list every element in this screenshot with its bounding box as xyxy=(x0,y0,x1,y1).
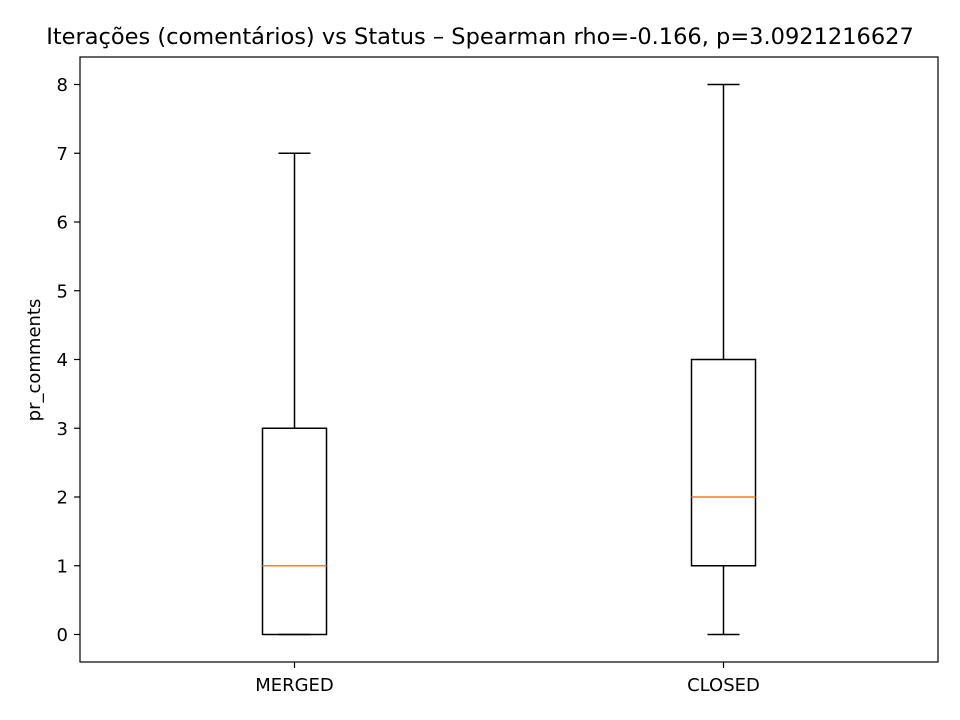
axes-frame xyxy=(79,56,939,663)
y-tick-label: 8 xyxy=(57,75,68,96)
y-axis-label: pr_comments xyxy=(24,299,45,422)
plot-area: 0 1 2 3 4 5 6 7 8 MERGED CLOSED xyxy=(57,75,760,696)
y-tick-label: 1 xyxy=(57,556,68,577)
y-tick-label: 0 xyxy=(57,625,68,646)
y-tick-label: 2 xyxy=(57,488,68,509)
x-tick-label: MERGED xyxy=(255,675,334,696)
iqr-box xyxy=(261,427,328,636)
iqr-box xyxy=(690,358,757,567)
y-tick-label: 6 xyxy=(57,213,68,234)
y-tick-label: 5 xyxy=(57,281,68,302)
y-tick-label: 7 xyxy=(57,144,68,165)
y-tick-label: 4 xyxy=(57,350,68,371)
x-tick-label: CLOSED xyxy=(687,675,760,696)
y-tick-label: 3 xyxy=(57,419,68,440)
chart-title: Iterações (comentários) vs Status – Spea… xyxy=(46,24,914,50)
